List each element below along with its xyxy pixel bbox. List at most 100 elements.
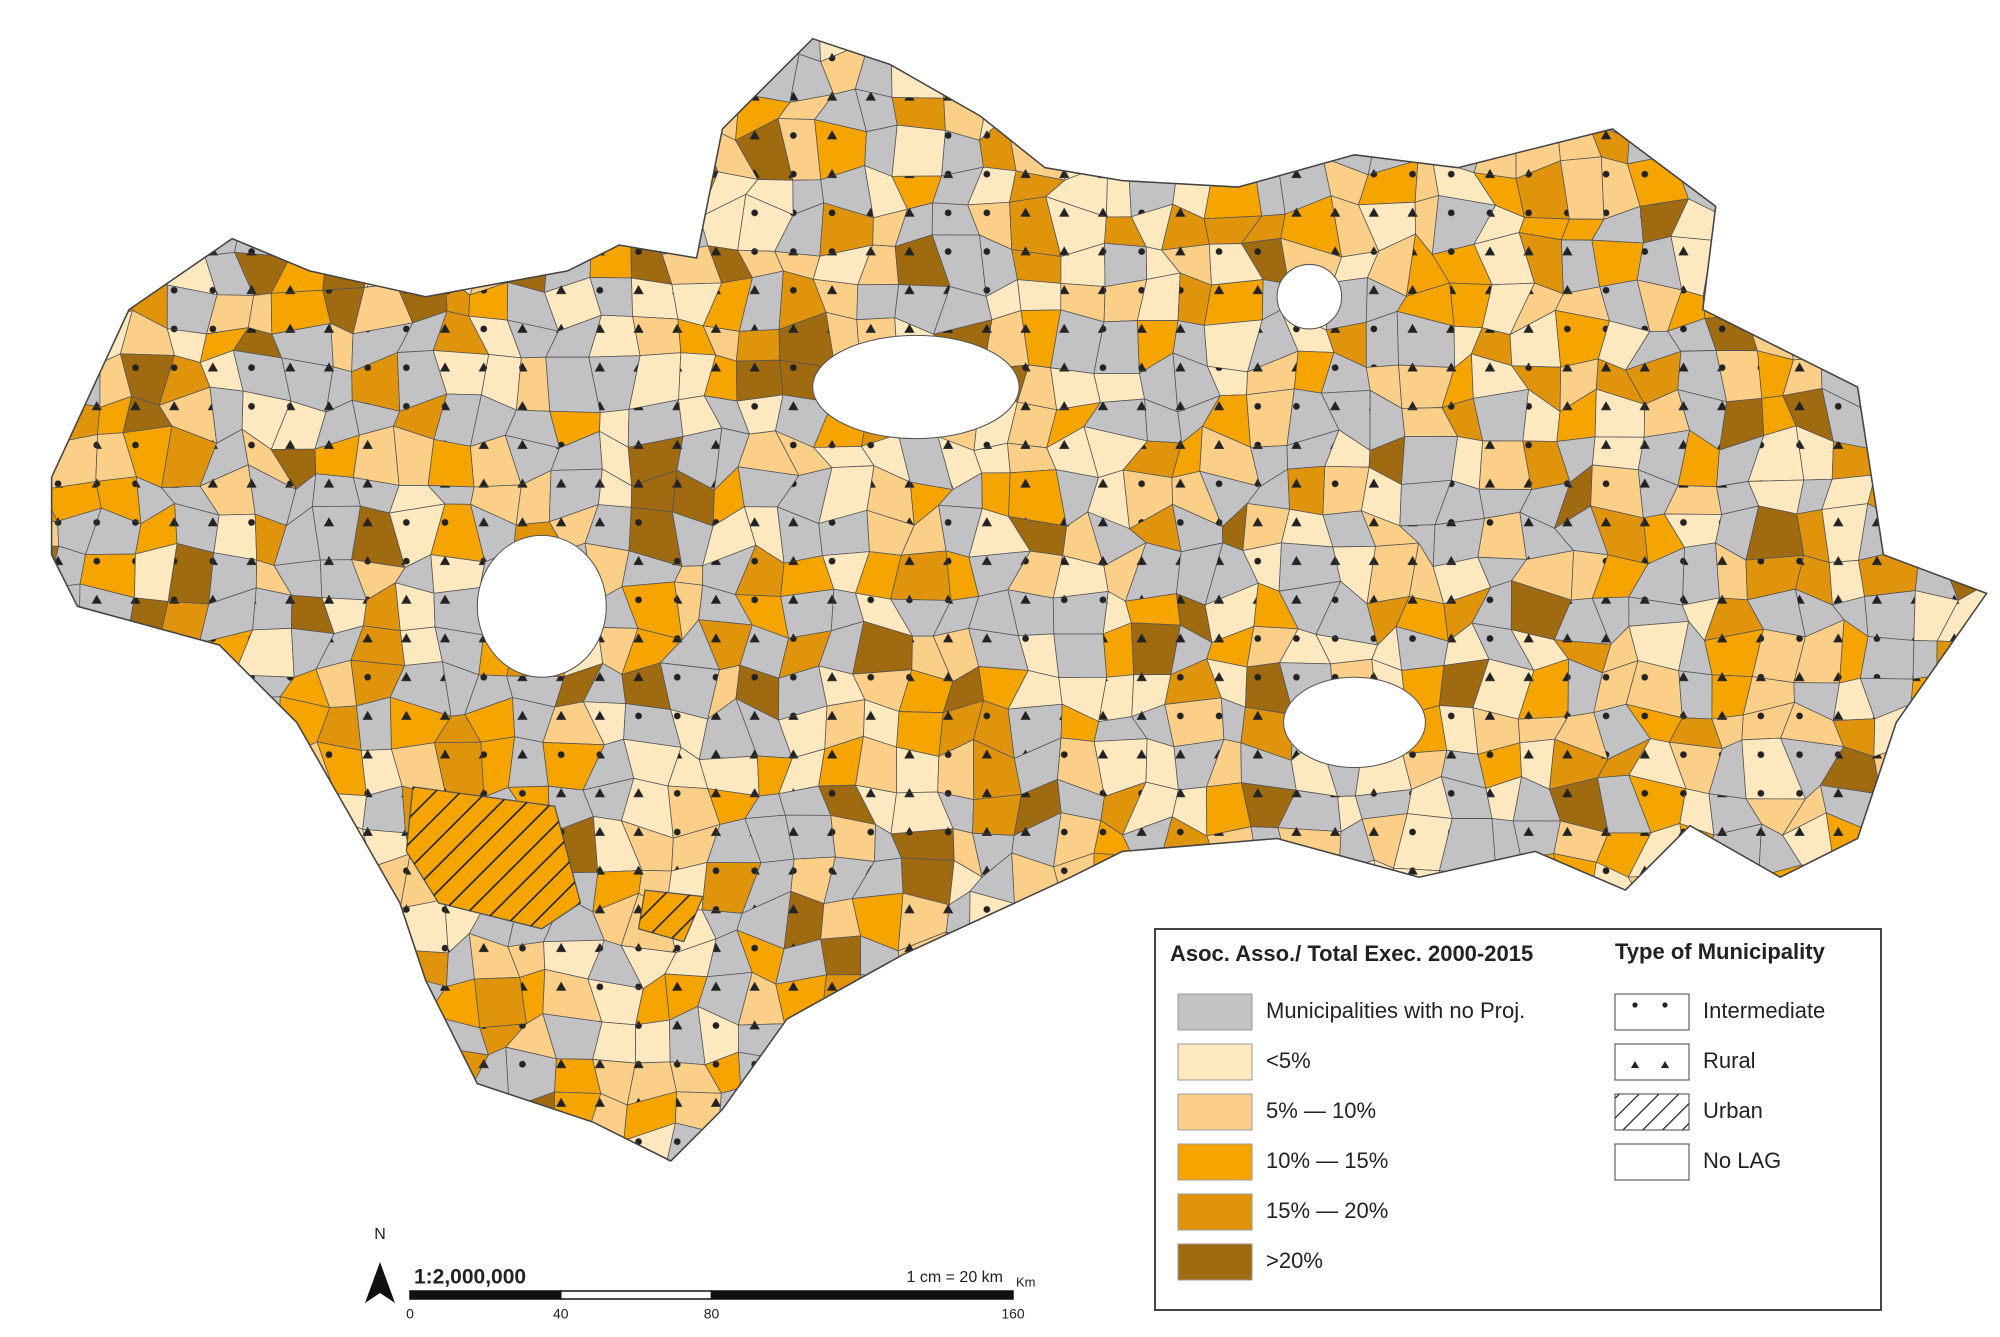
- municipality: [355, 1128, 393, 1161]
- municipality: [1125, 84, 1185, 136]
- municipality-type: [892, 1014, 942, 1058]
- municipality-type: [1205, 583, 1259, 643]
- municipality-type: [1936, 1135, 1987, 1161]
- municipality-type: [51, 861, 100, 912]
- municipality-type: [1519, 482, 1571, 529]
- municipality: [1912, 284, 1960, 336]
- municipality: [51, 931, 63, 990]
- municipality-type: [234, 1045, 291, 1099]
- municipality-type: [678, 352, 716, 400]
- municipality-type: [544, 1168, 604, 1214]
- municipality-type: [51, 786, 60, 821]
- municipality-type: [585, 504, 632, 551]
- municipality: [1639, 38, 1690, 49]
- municipality-type: [621, 628, 683, 675]
- municipality-type: [818, 736, 864, 787]
- municipality: [711, 38, 749, 62]
- municipality-type: [159, 1018, 212, 1057]
- municipality: [317, 971, 371, 1019]
- scale-tick-label: 160: [1001, 1306, 1025, 1322]
- municipality-type: [276, 1095, 335, 1143]
- municipality: [79, 82, 126, 122]
- municipality-type: [1099, 1087, 1143, 1136]
- municipality: [406, 1045, 436, 1106]
- municipality-type: [1949, 829, 1979, 874]
- municipality: [82, 1009, 136, 1062]
- municipality-type: [592, 1059, 636, 1105]
- municipality: [193, 168, 246, 219]
- municipality-type: [213, 514, 257, 561]
- municipality-type: [470, 484, 522, 526]
- municipality: [1819, 274, 1871, 335]
- municipality: [1984, 464, 1987, 521]
- scale-ratio: 1:2,000,000: [414, 1266, 526, 1289]
- municipality: [929, 38, 987, 57]
- municipality: [368, 194, 408, 253]
- municipality: [1822, 38, 1882, 51]
- municipality: [119, 824, 172, 859]
- municipality-type: [813, 446, 875, 468]
- municipality-type: [1474, 124, 1517, 179]
- municipality-type: [1125, 85, 1184, 136]
- municipality: [51, 55, 89, 101]
- municipality: [1093, 1130, 1147, 1161]
- municipality: [1125, 128, 1185, 180]
- municipality: [1250, 855, 1290, 914]
- municipality: [1088, 1214, 1132, 1264]
- municipality: [1956, 78, 1987, 138]
- municipality-type: [1937, 1024, 1987, 1064]
- municipality: [1951, 942, 1983, 991]
- municipality: [270, 38, 335, 64]
- municipality-type: [545, 167, 593, 205]
- municipality: [621, 1177, 671, 1219]
- municipality: [1905, 1022, 1957, 1065]
- municipality-type: [312, 473, 361, 507]
- municipality-type: [1315, 581, 1378, 645]
- municipality-type: [892, 97, 946, 131]
- municipality-type: [1366, 311, 1399, 368]
- municipality: [1940, 403, 1987, 440]
- municipality: [51, 1142, 88, 1161]
- municipality: [311, 1167, 363, 1223]
- municipality-type: [1513, 820, 1561, 859]
- municipality-type: [1746, 798, 1806, 836]
- municipality-type: [206, 94, 246, 131]
- municipality-type: [1056, 974, 1109, 1027]
- municipality-type: [1865, 156, 1906, 216]
- municipality-type: [207, 1014, 250, 1055]
- municipality-type: [1593, 704, 1651, 760]
- municipality: [544, 1168, 604, 1214]
- municipality-type: [1741, 702, 1795, 740]
- municipality-type: [1124, 855, 1182, 906]
- municipality-type: [622, 129, 671, 173]
- municipality: [1665, 851, 1722, 903]
- municipality-type: [1793, 82, 1830, 137]
- municipality-type: [932, 1137, 990, 1161]
- municipality-type: [938, 472, 983, 509]
- municipality-type: [321, 597, 367, 634]
- municipality-type: [1796, 425, 1834, 480]
- municipality-type: [159, 355, 210, 406]
- municipality-type: [677, 57, 712, 102]
- municipality: [1403, 50, 1457, 83]
- municipality-type: [159, 634, 207, 678]
- municipality: [1627, 89, 1688, 139]
- municipality-type: [1942, 1167, 1993, 1217]
- municipality-type: [745, 1165, 794, 1220]
- municipality-type: [1008, 1175, 1060, 1223]
- municipality-type: [1367, 543, 1419, 604]
- municipality: [163, 1100, 208, 1137]
- municipality-type: [51, 1142, 87, 1161]
- municipality: [1048, 911, 1103, 953]
- municipality: [939, 973, 987, 1030]
- municipality-type: [1748, 425, 1804, 482]
- municipality: [1746, 205, 1804, 259]
- municipality: [233, 1044, 291, 1100]
- municipality-type: [1020, 49, 1047, 85]
- municipality-type: [621, 662, 671, 710]
- municipality: [1868, 38, 1922, 48]
- municipality-type: [1748, 46, 1796, 100]
- municipality: [1978, 856, 1987, 900]
- municipality-type: [1443, 623, 1490, 666]
- municipality: [51, 860, 65, 912]
